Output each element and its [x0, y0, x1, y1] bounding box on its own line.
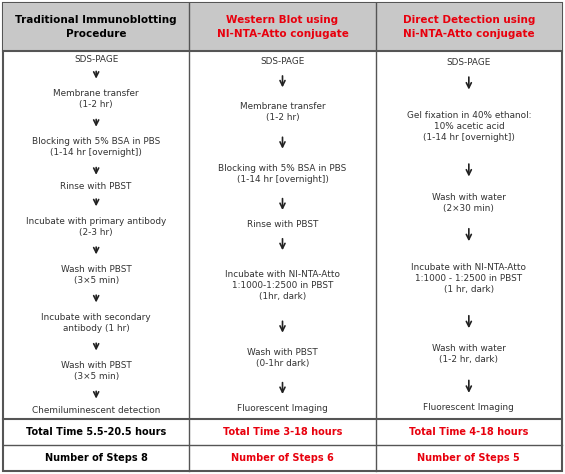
Text: Western Blot using
NI-NTA-Atto conjugate: Western Blot using NI-NTA-Atto conjugate — [216, 15, 349, 38]
Text: Rinse with PBST: Rinse with PBST — [247, 220, 318, 229]
Text: Blocking with 5% BSA in PBS
(1-14 hr [overnight]): Blocking with 5% BSA in PBS (1-14 hr [ov… — [32, 137, 160, 157]
Text: Wash with PBST
(0-1hr dark): Wash with PBST (0-1hr dark) — [247, 347, 318, 368]
Text: Number of Steps 8: Number of Steps 8 — [45, 453, 147, 463]
Text: SDS-PAGE: SDS-PAGE — [260, 57, 305, 66]
Text: Incubate with primary antibody
(2-3 hr): Incubate with primary antibody (2-3 hr) — [26, 217, 166, 237]
Text: Incubate with NI-NTA-Atto
1:1000-1:2500 in PBST
(1hr, dark): Incubate with NI-NTA-Atto 1:1000-1:2500 … — [225, 270, 340, 301]
Text: Chemiluminescent detection: Chemiluminescent detection — [32, 406, 160, 415]
Text: SDS-PAGE: SDS-PAGE — [74, 55, 118, 64]
Text: Rinse with PBST: Rinse with PBST — [60, 182, 132, 191]
Text: Wash with PBST
(3×5 min): Wash with PBST (3×5 min) — [61, 265, 132, 285]
Text: Fluorescent Imaging: Fluorescent Imaging — [423, 403, 514, 412]
Text: Gel fixation in 40% ethanol:
10% acetic acid
(1-14 hr [overnight]): Gel fixation in 40% ethanol: 10% acetic … — [407, 111, 531, 142]
Text: Total Time 5.5-20.5 hours: Total Time 5.5-20.5 hours — [26, 427, 166, 437]
Text: Direct Detection using
Ni-NTA-Atto conjugate: Direct Detection using Ni-NTA-Atto conju… — [403, 15, 535, 38]
Bar — [3, 3, 562, 51]
Text: Number of Steps 5: Number of Steps 5 — [418, 453, 520, 463]
Text: Blocking with 5% BSA in PBS
(1-14 hr [overnight]): Blocking with 5% BSA in PBS (1-14 hr [ov… — [219, 164, 346, 184]
Text: Traditional Immunoblotting
Procedure: Traditional Immunoblotting Procedure — [15, 15, 177, 38]
Text: Total Time 3-18 hours: Total Time 3-18 hours — [223, 427, 342, 437]
Text: Number of Steps 6: Number of Steps 6 — [231, 453, 334, 463]
Text: Membrane transfer
(1-2 hr): Membrane transfer (1-2 hr) — [53, 89, 139, 109]
Text: Wash with water
(2×30 min): Wash with water (2×30 min) — [432, 192, 506, 213]
Text: Wash with water
(1-2 hr, dark): Wash with water (1-2 hr, dark) — [432, 344, 506, 365]
Text: Incubate with NI-NTA-Atto
1:1000 - 1:2500 in PBST
(1 hr, dark): Incubate with NI-NTA-Atto 1:1000 - 1:250… — [411, 263, 527, 294]
Text: Total Time 4-18 hours: Total Time 4-18 hours — [409, 427, 528, 437]
Text: SDS-PAGE: SDS-PAGE — [447, 58, 491, 67]
Text: Fluorescent Imaging: Fluorescent Imaging — [237, 404, 328, 413]
Text: Incubate with secondary
antibody (1 hr): Incubate with secondary antibody (1 hr) — [41, 313, 151, 333]
Text: Membrane transfer
(1-2 hr): Membrane transfer (1-2 hr) — [240, 102, 325, 122]
Text: Wash with PBST
(3×5 min): Wash with PBST (3×5 min) — [61, 361, 132, 381]
